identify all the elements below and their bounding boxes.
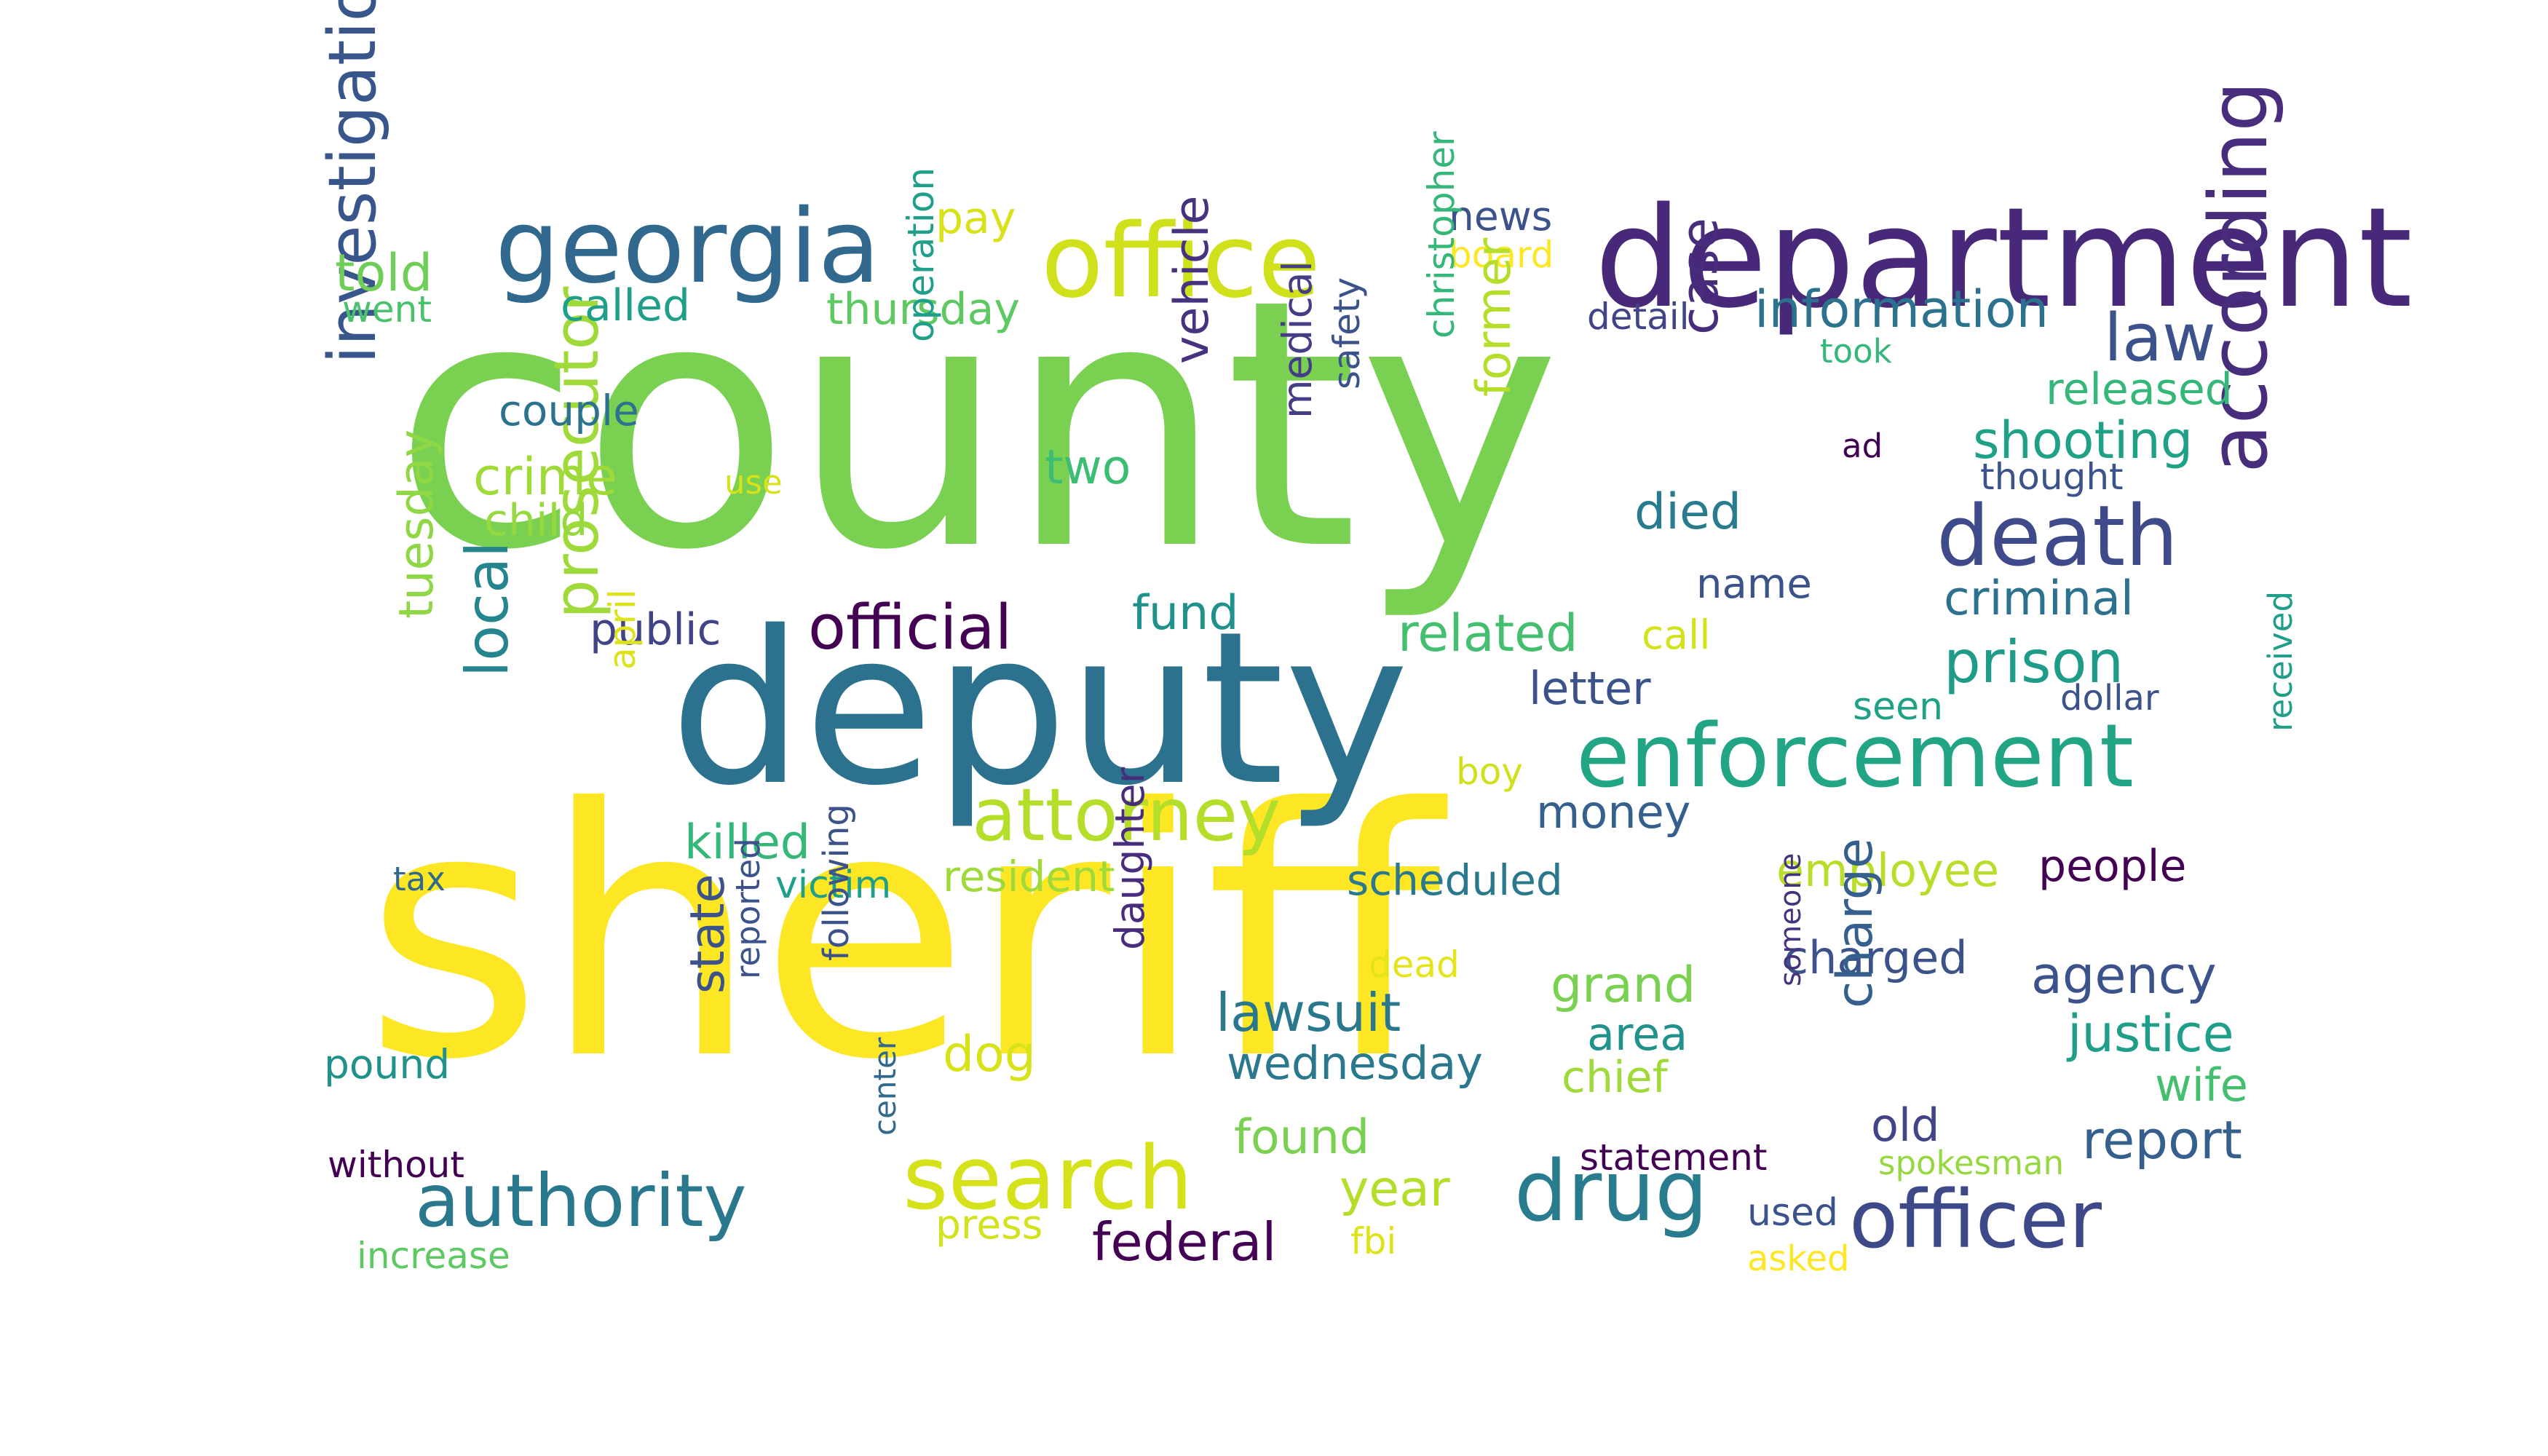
word-vehicle: vehicle <box>1165 195 1219 365</box>
word-couple: couple <box>499 386 639 435</box>
word-dollar: dollar <box>2060 678 2159 719</box>
word-scheduled: scheduled <box>1347 855 1563 905</box>
word-area: area <box>1587 1008 1688 1061</box>
word-used: used <box>1747 1191 1839 1235</box>
word-asked: asked <box>1747 1238 1850 1279</box>
word-county: county <box>393 226 1562 625</box>
word-reported: reported <box>729 838 767 979</box>
word-letter: letter <box>1529 662 1651 715</box>
word-thursday: thursday <box>826 284 1020 335</box>
word-employee: employee <box>1776 844 2000 897</box>
word-fund: fund <box>1132 586 1239 641</box>
word-drug: drug <box>1514 1143 1709 1241</box>
word-information: information <box>1754 280 2049 339</box>
word-crime: crime <box>473 447 617 507</box>
word-office: office <box>1041 202 1321 321</box>
word-safety: safety <box>1326 277 1368 389</box>
word-center: center <box>867 1037 903 1136</box>
word-local: local <box>454 541 521 677</box>
word-public: public <box>590 604 721 655</box>
word-spokesman: spokesman <box>1878 1144 2065 1182</box>
word-released: released <box>2046 364 2233 415</box>
word-year: year <box>1340 1160 1450 1218</box>
word-killed: killed <box>684 815 811 870</box>
word-deputy: deputy <box>670 587 1409 832</box>
word-april: april <box>601 589 644 670</box>
word-detail: detail <box>1587 296 1690 338</box>
word-death: death <box>1936 488 2179 585</box>
word-sheriff: sheriff <box>364 736 1441 1134</box>
word-department: department <box>1594 178 2413 339</box>
word-christopher: christopher <box>1420 131 1463 339</box>
word-officer: officer <box>1849 1173 2102 1266</box>
word-shooting: shooting <box>1973 411 2193 470</box>
word-went: went <box>342 288 432 331</box>
word-tuesday: tuesday <box>389 429 444 619</box>
word-wife: wife <box>2155 1059 2248 1112</box>
word-called: called <box>561 280 691 331</box>
word-related: related <box>1398 604 1578 663</box>
word-grand: grand <box>1551 957 1696 1014</box>
word-attorney: attorney <box>972 772 1281 858</box>
word-charge: charge <box>1827 838 1884 1008</box>
word-someone: someone <box>1774 852 1808 986</box>
word-enforcement: enforcement <box>1576 706 2134 807</box>
word-news: news <box>1449 193 1553 240</box>
word-use: use <box>724 463 783 502</box>
word-report: report <box>2082 1109 2242 1171</box>
word-received: received <box>2261 590 2300 732</box>
word-two: two <box>1045 440 1131 495</box>
word-georgia: georgia <box>495 188 881 306</box>
word-died: died <box>1634 483 1742 541</box>
word-resident: resident <box>943 852 1115 901</box>
word-child: child <box>484 495 588 546</box>
word-law: law <box>2104 300 2216 376</box>
word-authority: authority <box>415 1158 747 1243</box>
word-fbi: fbi <box>1350 1220 1397 1262</box>
word-statement: statement <box>1580 1136 1768 1179</box>
word-case: case <box>1670 218 1730 335</box>
word-prison: prison <box>1944 628 2124 696</box>
word-federal: federal <box>1092 1211 1277 1273</box>
word-chief: chief <box>1562 1052 1668 1103</box>
word-told: told <box>335 243 433 303</box>
word-press: press <box>935 1201 1043 1248</box>
word-justice: justice <box>2068 1004 2234 1064</box>
word-following: following <box>816 804 857 961</box>
word-wednesday: wednesday <box>1227 1037 1483 1090</box>
word-seen: seen <box>1853 685 1944 729</box>
word-criminal: criminal <box>1944 571 2134 626</box>
word-increase: increase <box>357 1235 510 1277</box>
word-victim: victim <box>775 863 892 907</box>
word-medical: medical <box>1274 261 1321 419</box>
word-search: search <box>903 1128 1193 1230</box>
word-call: call <box>1642 612 1711 658</box>
word-dog: dog <box>943 1026 1036 1083</box>
word-former: former <box>1467 237 1522 397</box>
word-agency: agency <box>2031 946 2217 1005</box>
word-pound: pound <box>324 1041 451 1088</box>
word-ad: ad <box>1842 427 1883 465</box>
word-name: name <box>1696 561 1812 608</box>
word-took: took <box>1820 332 1892 371</box>
word-people: people <box>2038 841 2187 892</box>
word-thought: thought <box>1980 456 2124 498</box>
word-charged: charged <box>1784 931 1968 984</box>
word-board: board <box>1449 234 1554 276</box>
word-old: old <box>1871 1099 1940 1152</box>
word-boy: boy <box>1456 751 1523 793</box>
word-found: found <box>1234 1110 1370 1165</box>
word-state: state <box>681 874 735 994</box>
word-tax: tax <box>393 860 446 898</box>
word-operation: operation <box>900 167 942 342</box>
word-pay: pay <box>935 193 1016 244</box>
word-official: official <box>808 592 1013 664</box>
word-lawsuit: lawsuit <box>1216 982 1401 1043</box>
word-without: without <box>328 1144 464 1186</box>
word-dead: dead <box>1369 943 1460 986</box>
word-daughter: daughter <box>1107 767 1153 950</box>
word-money: money <box>1536 786 1691 839</box>
